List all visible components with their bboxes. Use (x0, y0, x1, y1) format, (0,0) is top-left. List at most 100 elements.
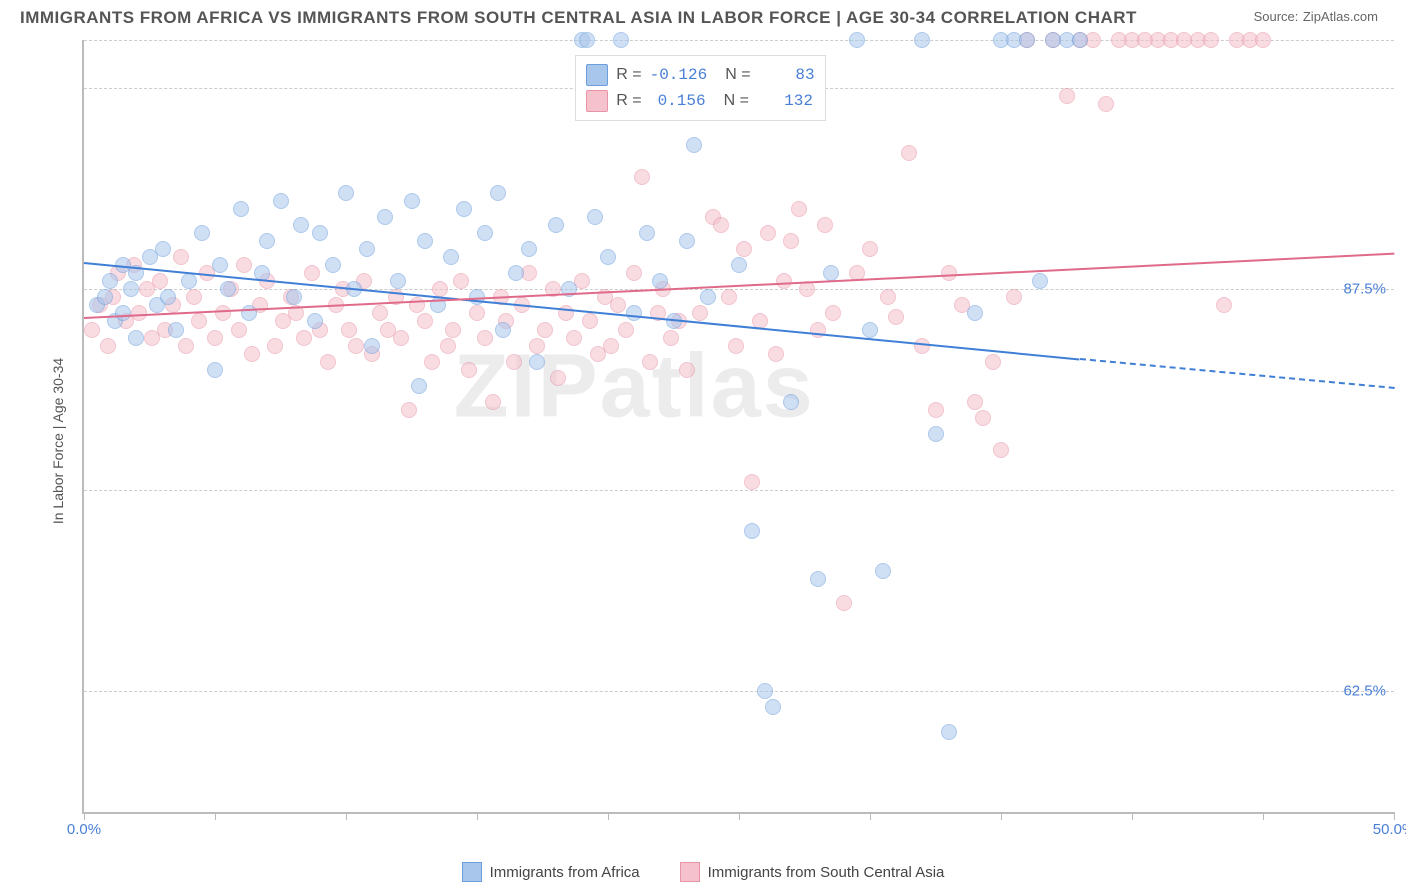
data-point (521, 241, 537, 257)
data-point (443, 249, 459, 265)
data-point (566, 330, 582, 346)
data-point (744, 474, 760, 490)
data-point (495, 322, 511, 338)
data-point (610, 297, 626, 313)
data-point (550, 370, 566, 386)
data-point (985, 354, 1001, 370)
data-point (1216, 297, 1232, 313)
data-point (364, 338, 380, 354)
data-point (765, 699, 781, 715)
stat-n-value: 132 (757, 92, 813, 110)
data-point (401, 402, 417, 418)
data-point (312, 225, 328, 241)
stat-r-value: 0.156 (650, 92, 706, 110)
gridline (84, 691, 1394, 692)
data-point (181, 273, 197, 289)
data-point (490, 185, 506, 201)
stats-swatch (586, 90, 608, 112)
y-axis-label: In Labor Force | Age 30-34 (50, 358, 66, 524)
data-point (967, 305, 983, 321)
data-point (359, 241, 375, 257)
legend-swatch-scasia (680, 862, 700, 882)
data-point (1203, 32, 1219, 48)
data-point (286, 289, 302, 305)
data-point (338, 185, 354, 201)
data-point (817, 217, 833, 233)
data-point (776, 273, 792, 289)
data-point (390, 273, 406, 289)
data-point (928, 402, 944, 418)
data-point (194, 225, 210, 241)
data-point (393, 330, 409, 346)
data-point (244, 346, 260, 362)
data-point (791, 201, 807, 217)
data-point (529, 354, 545, 370)
data-point (168, 322, 184, 338)
data-point (432, 281, 448, 297)
data-point (341, 322, 357, 338)
data-point (1059, 88, 1075, 104)
data-point (825, 305, 841, 321)
watermark: ZIPatlas (454, 336, 815, 439)
data-point (836, 595, 852, 611)
data-point (686, 137, 702, 153)
x-tick (1263, 812, 1264, 820)
data-point (207, 330, 223, 346)
x-tick (870, 812, 871, 820)
data-point (348, 338, 364, 354)
data-point (941, 265, 957, 281)
data-point (115, 305, 131, 321)
stat-r-label: R = (616, 66, 641, 84)
data-point (307, 313, 323, 329)
data-point (84, 322, 100, 338)
x-tick (739, 812, 740, 820)
x-tick (608, 812, 609, 820)
data-point (993, 442, 1009, 458)
x-tick-label: 50.0% (1373, 821, 1406, 838)
data-point (736, 241, 752, 257)
data-point (417, 233, 433, 249)
data-point (1032, 273, 1048, 289)
data-point (178, 338, 194, 354)
data-point (626, 265, 642, 281)
data-point (928, 426, 944, 442)
data-point (293, 217, 309, 233)
data-point (914, 32, 930, 48)
data-point (377, 209, 393, 225)
data-point (477, 225, 493, 241)
data-point (579, 32, 595, 48)
data-point (155, 241, 171, 257)
data-point (173, 249, 189, 265)
data-point (967, 394, 983, 410)
stats-legend: R =-0.126N =83R =0.156N =132 (575, 55, 825, 121)
data-point (1255, 32, 1271, 48)
data-point (810, 571, 826, 587)
y-tick-label: 62.5% (1343, 683, 1386, 700)
data-point (587, 209, 603, 225)
data-point (731, 257, 747, 273)
data-point (713, 217, 729, 233)
gridline (84, 490, 1394, 491)
data-point (233, 201, 249, 217)
data-point (888, 309, 904, 325)
data-point (603, 338, 619, 354)
data-point (267, 338, 283, 354)
x-tick (477, 812, 478, 820)
data-point (783, 233, 799, 249)
bottom-legend: Immigrants from Africa Immigrants from S… (0, 862, 1406, 882)
scatter-plot: 62.5%87.5%0.0%50.0%ZIPatlasR =-0.126N =8… (82, 40, 1394, 814)
source: Source: ZipAtlas.com (1254, 8, 1378, 26)
stat-n-label: N = (725, 66, 750, 84)
data-point (1019, 32, 1035, 48)
data-point (582, 313, 598, 329)
data-point (273, 193, 289, 209)
data-point (744, 523, 760, 539)
data-point (445, 322, 461, 338)
x-tick (1132, 812, 1133, 820)
data-point (220, 281, 236, 297)
x-tick (1001, 812, 1002, 820)
stat-r-label: R = (616, 92, 641, 110)
data-point (152, 273, 168, 289)
legend-label-africa: Immigrants from Africa (490, 864, 640, 881)
data-point (768, 346, 784, 362)
